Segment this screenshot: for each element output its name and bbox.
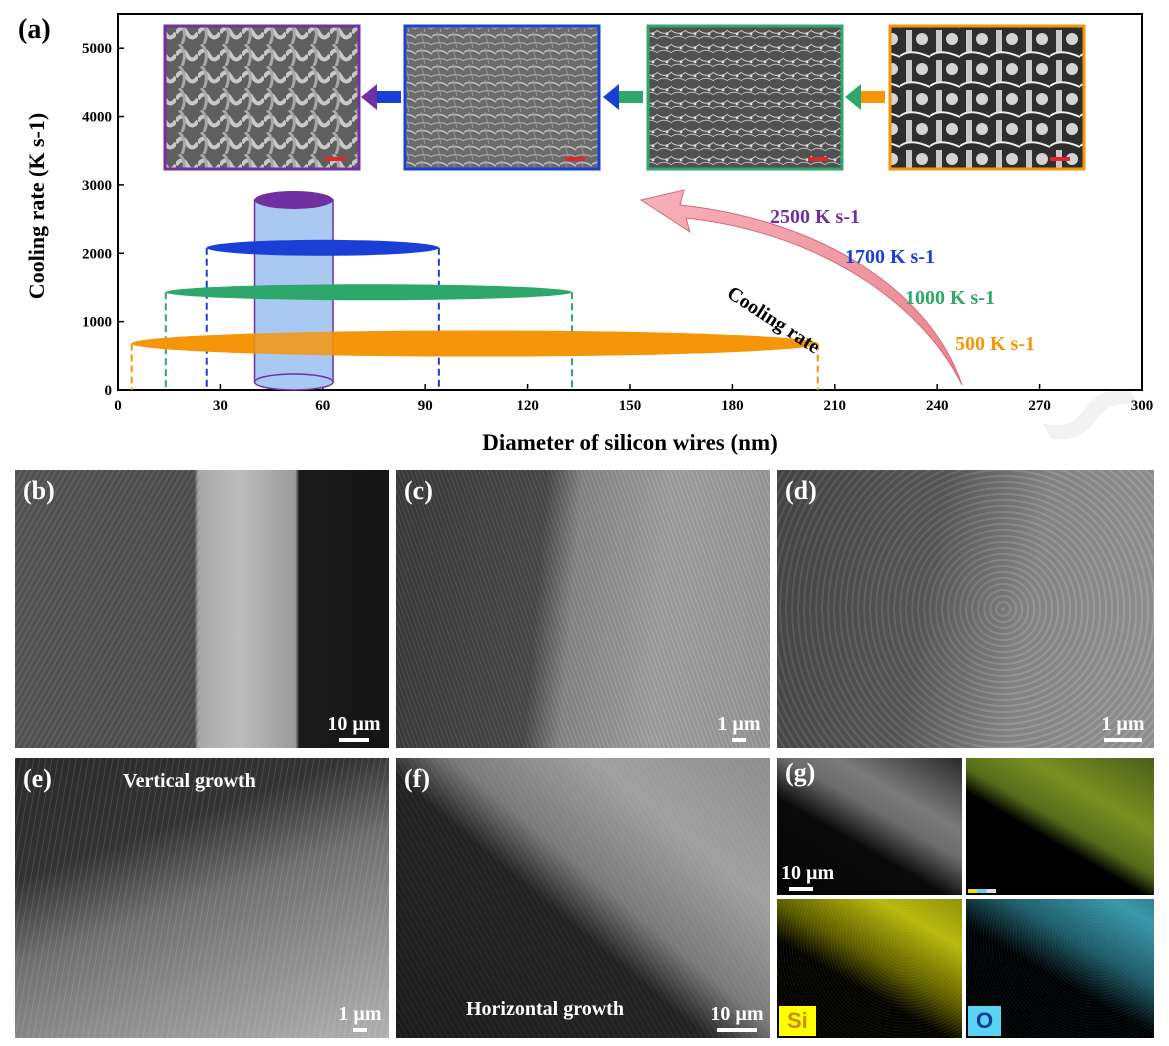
scale-bar-e-text: 1 µm [338,1003,382,1025]
range-ellipse-1700 [206,239,439,256]
rate-label-1700: 1700 K s-1 [845,246,935,268]
x-axis-title: Diameter of silicon wires (nm) [482,430,778,455]
scale-bar-g: 10 µm [781,862,843,891]
inset-scale-bar [1050,157,1070,161]
x-tick-label: 240 [926,398,949,414]
panel-g-overlay-map [966,758,1154,895]
scale-bar-e: 1 µm [333,1003,387,1032]
y-tick-label: 1000 [82,315,112,331]
y-tick-label: 2000 [82,246,112,262]
range-ellipse-1000 [165,284,572,301]
panel-f: (f) Horizontal growth 10 µm [396,758,770,1038]
panel-g-label: (g) [785,758,816,787]
x-tick-label: 270 [1028,398,1051,414]
y-tick-label: 5000 [82,41,112,57]
x-tick-label: 90 [418,398,433,414]
x-tick-label: 60 [315,398,330,414]
x-tick-label: 300 [1131,398,1154,414]
cooling-rate-arrow [639,189,963,386]
panel-d: (d) 1 µm [777,470,1154,748]
inset-arrow-shaft [619,91,643,103]
scale-bar-d-text: 1 µm [1101,713,1145,735]
x-tick-label: 150 [619,398,642,414]
panel-d-label: (d) [785,476,817,505]
inset-2500 [163,24,361,171]
scale-bar-g-text: 10 µm [781,862,835,884]
inset-scale-bar [325,157,345,161]
rate-label-1000: 1000 K s-1 [905,287,995,309]
inset-arrow-head [845,84,861,110]
rate-label-500: 500 K s-1 [955,333,1035,355]
panel-g-si-map: Si [777,899,962,1038]
si-badge: Si [779,1006,816,1036]
panel-c-label: (c) [404,476,433,505]
o-badge: O [968,1006,1002,1036]
inset-500 [888,24,1086,171]
vertical-growth-caption: Vertical growth [123,770,256,792]
inset-arrow-shaft [377,91,401,103]
cylinder-bottom [253,373,334,391]
x-tick-label: 180 [721,398,744,414]
range-ellipse-500-front [131,330,818,357]
scale-bar-d: 1 µm [1096,713,1150,742]
range-ellipse-2500 [254,190,334,209]
inset-scale-bar [808,157,828,161]
scale-bar-f: 10 µm [706,1003,768,1032]
panel-e: (e) Vertical growth 1 µm [15,758,389,1038]
y-tick-label: 0 [105,383,113,399]
panel-c: (c) 1 µm [396,470,770,748]
scale-bar-c-text: 1 µm [717,713,761,735]
panel-g-o-map: O [966,899,1154,1038]
inset-1700 [403,24,601,171]
x-tick-label: 30 [213,398,228,414]
rate-label-2500: 2500 K s-1 [770,206,860,228]
scale-bar-b: 10 µm [323,713,385,742]
panel-b-label: (b) [23,476,55,505]
inset-arrow-head [603,84,619,110]
inset-1000 [646,24,844,171]
scale-bar-b-text: 10 µm [327,713,381,735]
scale-bar-f-text: 10 µm [710,1003,764,1025]
panel-a-label: (a) [18,14,51,45]
panel-f-label: (f) [404,764,430,793]
inset-scale-bar [565,157,585,161]
y-tick-label: 4000 [82,110,112,126]
y-axis-title: Cooling rate (K s-1) [24,112,49,300]
color-legend-strip [968,889,996,893]
x-tick-label: 210 [824,398,847,414]
inset-arrow-shaft [861,91,885,103]
panel-b: (b) 10 µm [15,470,389,748]
x-tick-label: 0 [114,398,122,414]
y-tick-label: 3000 [82,178,112,194]
x-tick-label: 120 [516,398,539,414]
panel-e-label: (e) [23,764,52,793]
panel-g-sem: (g) 10 µm [777,758,962,895]
horizontal-growth-caption: Horizontal growth [466,998,624,1020]
cooling-rate-chart: 0 30 60 90 120 150 180 210 240 270 300010002000300… [82,13,1154,414]
scale-bar-c: 1 µm [712,713,766,742]
inset-arrow-head [361,84,377,110]
